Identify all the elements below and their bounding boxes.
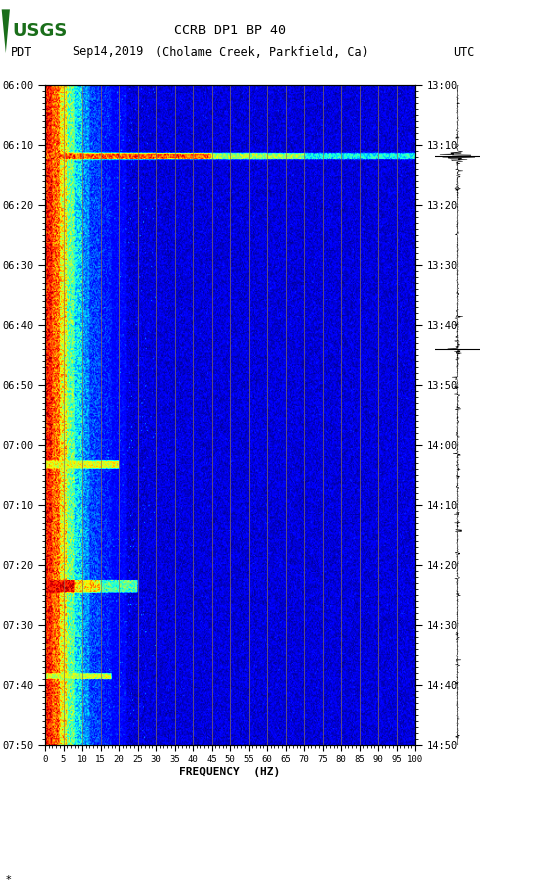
Text: CCRB DP1 BP 40: CCRB DP1 BP 40 bbox=[174, 23, 286, 37]
Text: Sep14,2019: Sep14,2019 bbox=[72, 45, 143, 59]
Text: USGS: USGS bbox=[12, 22, 68, 40]
Text: *: * bbox=[6, 875, 11, 885]
X-axis label: FREQUENCY  (HZ): FREQUENCY (HZ) bbox=[179, 767, 280, 777]
Text: UTC: UTC bbox=[453, 45, 474, 59]
Text: PDT: PDT bbox=[11, 45, 33, 59]
Polygon shape bbox=[2, 9, 10, 54]
Text: (Cholame Creek, Parkfield, Ca): (Cholame Creek, Parkfield, Ca) bbox=[155, 45, 368, 59]
